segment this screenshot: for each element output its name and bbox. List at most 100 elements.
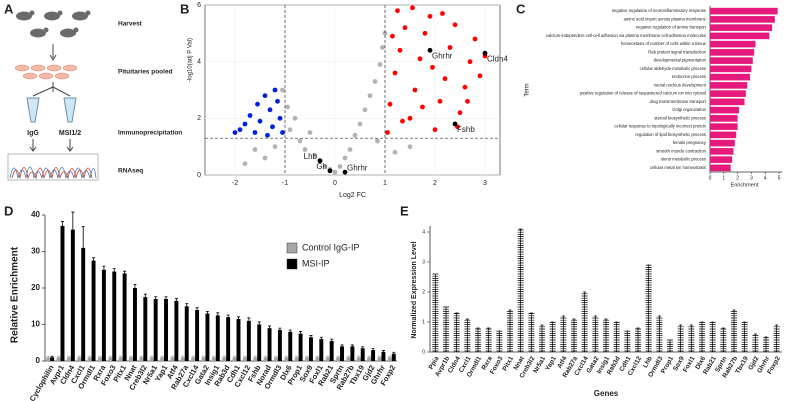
y-tick-label: 4: [422, 229, 425, 235]
bar: [98, 357, 102, 361]
point: [267, 107, 273, 113]
category-label: calcium-independent cell-cell adhesion v…: [546, 33, 706, 38]
bar: [710, 156, 733, 163]
point: [377, 62, 383, 67]
bar: [77, 357, 82, 361]
bar: [288, 331, 293, 361]
point: [307, 130, 313, 135]
bar: [232, 357, 237, 361]
bar: [257, 324, 262, 361]
bar: [143, 297, 148, 361]
error-bar: [346, 355, 350, 358]
expression-stack: [763, 336, 769, 352]
bar: [309, 337, 313, 361]
point: [342, 169, 348, 175]
bar: [710, 139, 735, 147]
y-tick-label: 0: [422, 349, 425, 355]
mouse-icon: [43, 27, 49, 33]
bar: [170, 357, 175, 361]
error-bar: [92, 257, 96, 261]
error-bar: [154, 296, 158, 299]
error-bar: [378, 355, 382, 358]
expression-stack: [656, 315, 663, 352]
error-bar: [191, 355, 195, 358]
error-bar: [233, 355, 237, 358]
bar: [60, 225, 65, 361]
expression-stack: [677, 324, 684, 352]
bar: [46, 357, 51, 361]
bar: [236, 319, 241, 361]
point: [255, 101, 260, 107]
point: [447, 45, 453, 50]
error-bar: [164, 296, 168, 299]
mouse-icon: [16, 11, 32, 21]
error-bar: [268, 325, 272, 329]
error-bar: [150, 355, 154, 358]
x-tick-label: -2: [232, 180, 238, 187]
point: [312, 152, 318, 158]
x-tick-label: 5: [778, 175, 781, 181]
bar: [180, 357, 185, 361]
error-bar: [371, 348, 375, 351]
bar: [710, 148, 734, 155]
bar: [710, 123, 738, 130]
bar: [710, 82, 748, 89]
bar: [356, 357, 361, 361]
expression-stack: [453, 312, 460, 352]
error-bar: [361, 346, 365, 349]
bar: [710, 90, 746, 97]
point: [242, 121, 248, 127]
category-label: sterol metabolic process: [661, 157, 706, 162]
bar: [710, 131, 737, 139]
error-bar: [129, 355, 133, 358]
dish: [46, 64, 62, 72]
error-bar: [274, 355, 278, 358]
bar: [710, 7, 778, 15]
bar: [346, 357, 351, 361]
y-tick-label: 4: [197, 59, 201, 66]
point: [270, 124, 275, 130]
y-tick-label: 40: [31, 210, 40, 219]
error-bar: [381, 350, 385, 352]
error-bar: [202, 355, 206, 358]
category-label: Golgi organization: [672, 107, 706, 112]
y-tick-label: 6: [197, 2, 201, 9]
legend-swatch: [286, 258, 298, 270]
bar: [81, 247, 86, 361]
point: [297, 138, 303, 144]
dish: [62, 64, 78, 72]
category-label: drug transmembrane transport: [649, 99, 706, 104]
expression-stack: [539, 324, 545, 352]
point: [402, 25, 408, 31]
error-bar: [139, 355, 143, 358]
expression-stack: [699, 321, 705, 352]
bar: [319, 339, 324, 361]
point: [280, 87, 285, 93]
error-bar: [319, 336, 323, 340]
point: [430, 64, 435, 70]
point: [452, 22, 458, 28]
point: [347, 147, 353, 152]
bar: [360, 348, 365, 361]
bar: [70, 229, 75, 361]
legend-swatch: [286, 242, 298, 254]
expression-stack: [507, 309, 513, 352]
error-bar: [67, 355, 71, 358]
error-bar: [174, 298, 178, 301]
point: [232, 130, 238, 135]
bar: [101, 269, 106, 361]
error-bar: [295, 355, 299, 358]
bar: [153, 298, 158, 361]
mouse-icon: [29, 10, 35, 16]
point: [292, 115, 298, 121]
step-label: RNAseq: [118, 168, 143, 175]
tube: [63, 97, 77, 123]
pituitary-dishes: [14, 64, 78, 80]
bar: [350, 346, 355, 361]
expression-stack: [528, 312, 535, 352]
bar: [377, 357, 382, 361]
point: [412, 87, 418, 93]
expression-stack: [613, 321, 620, 352]
arrow: [32, 86, 71, 97]
bar: [305, 357, 309, 361]
